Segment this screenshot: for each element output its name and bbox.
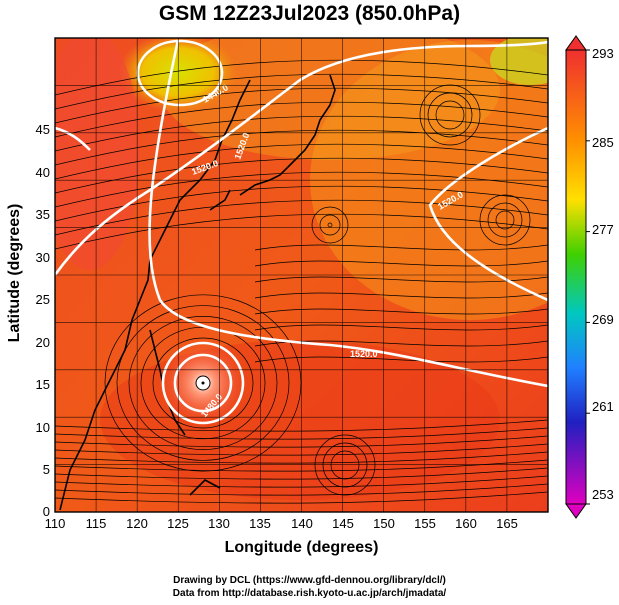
colorbar-tick-label: 285	[592, 135, 614, 150]
y-tick-label: 35	[35, 207, 50, 222]
x-tick-label: 140	[291, 516, 313, 531]
streamline	[254, 260, 548, 267]
streamline	[55, 475, 548, 488]
streamline	[435, 100, 465, 130]
plot-frame	[54, 37, 549, 513]
y-tick-label: 20	[35, 335, 50, 350]
streamline	[419, 84, 481, 146]
streamline	[254, 292, 548, 299]
credit-data: Data from http://database.rish.kyoto-u.a…	[172, 588, 447, 599]
streamline	[140, 326, 266, 440]
streamline	[55, 157, 548, 194]
streamline	[487, 202, 523, 238]
streamline	[254, 356, 548, 363]
streamline	[55, 435, 548, 448]
colorbar-tick-label: 293	[592, 46, 614, 61]
page-title: GSM 12Z23Jul2023 (850.0hPa)	[158, 2, 461, 25]
streamline	[311, 206, 349, 244]
y-tick-label: 15	[35, 377, 50, 392]
x-tick-label: 120	[126, 516, 148, 531]
streamline	[152, 337, 254, 429]
x-tick-label: 125	[167, 516, 189, 531]
streamline	[128, 316, 278, 450]
x-tick-label: 110	[44, 516, 66, 531]
streamline	[427, 92, 473, 138]
x-tick-label: 130	[208, 516, 230, 531]
colorbar-tick-label: 269	[592, 312, 614, 327]
colorbar-tick-label: 261	[592, 399, 614, 414]
streamline	[55, 419, 548, 432]
streamline	[327, 222, 333, 228]
x-axis-label: Longitude (degrees)	[224, 539, 379, 556]
x-tick-label: 155	[414, 516, 436, 531]
y-tick-label: 30	[35, 250, 50, 265]
streamline	[55, 101, 548, 138]
x-tick-label: 115	[85, 516, 107, 531]
x-tick-label: 145	[332, 516, 354, 531]
streamline	[254, 308, 548, 315]
grid-lines	[54, 38, 548, 513]
y-tick-label: 25	[35, 292, 50, 307]
height-contours	[55, 39, 548, 425]
x-tick-label: 135	[249, 516, 271, 531]
streamline	[55, 427, 548, 440]
streamline	[55, 491, 548, 504]
colorbar	[565, 35, 590, 519]
streamline	[55, 443, 548, 456]
streamline	[55, 73, 548, 110]
credit-drawing: Drawing by DCL (https://www.gfd-dennou.o…	[173, 575, 446, 586]
colorbar-tick-label: 277	[592, 222, 614, 237]
x-tick-label: 150	[373, 516, 395, 531]
streamline	[479, 194, 531, 246]
streamline	[55, 467, 548, 480]
streamline	[254, 324, 548, 331]
streamline	[55, 199, 548, 236]
streamline	[55, 143, 548, 180]
streamline	[55, 213, 548, 250]
streamline	[55, 483, 548, 496]
streamline	[55, 115, 548, 152]
streamline	[104, 294, 302, 472]
colorbar-tick-label: 253	[592, 487, 614, 502]
contour-label: 1520.0	[350, 349, 378, 359]
y-tick-label: 0	[42, 504, 50, 519]
streamline	[55, 59, 548, 96]
x-tick-label: 165	[496, 516, 518, 531]
y-tick-label: 40	[35, 165, 50, 180]
streamline	[319, 214, 341, 236]
streamlines	[55, 59, 548, 504]
streamline	[55, 451, 548, 464]
streamline	[330, 450, 360, 480]
streamline	[55, 185, 548, 222]
typhoon-eye	[195, 375, 211, 391]
streamline	[55, 87, 548, 124]
y-tick-label: 5	[42, 462, 50, 477]
streamline	[116, 305, 290, 461]
streamline	[55, 459, 548, 472]
y-tick-label: 10	[35, 420, 50, 435]
streamline	[322, 442, 368, 488]
x-tick-label: 160	[455, 516, 477, 531]
y-tick-label: 45	[35, 122, 50, 137]
streamline	[254, 244, 548, 251]
streamline	[314, 434, 376, 496]
y-axis-label: Latitude (degrees)	[6, 203, 23, 343]
